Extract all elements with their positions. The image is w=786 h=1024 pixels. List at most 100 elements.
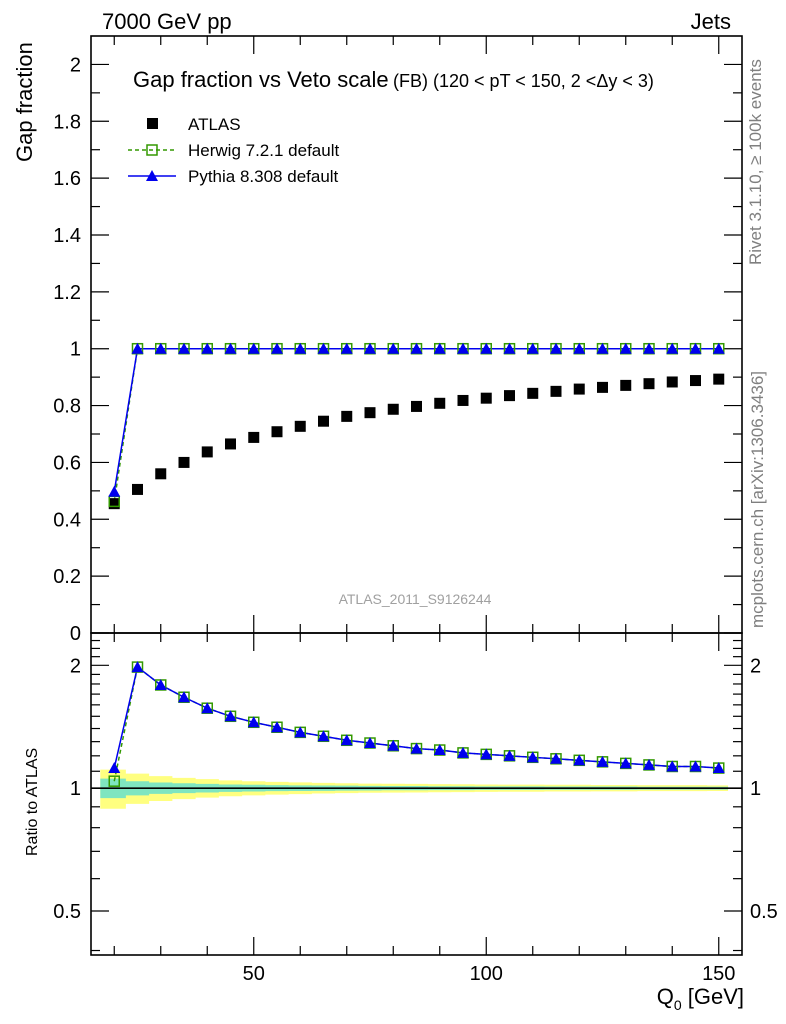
atlas-point bbox=[364, 407, 376, 419]
atlas-point bbox=[597, 381, 608, 393]
pythia-point bbox=[271, 342, 283, 354]
pythia-point bbox=[643, 342, 655, 354]
pythia-ratio-point bbox=[364, 737, 376, 749]
atlas-point bbox=[527, 387, 539, 399]
x-tick-label: 50 bbox=[243, 963, 265, 985]
legend-marker-atlas bbox=[147, 118, 158, 129]
pythia-point bbox=[457, 342, 469, 354]
pythia-ratio-point bbox=[108, 762, 121, 774]
atlas-point bbox=[201, 446, 213, 458]
pythia-point bbox=[364, 342, 376, 354]
atlas-point bbox=[108, 498, 120, 510]
pythia-point bbox=[410, 342, 423, 354]
y-tick-label: 1.8 bbox=[53, 111, 81, 133]
pythia-point bbox=[317, 342, 330, 354]
y-tick-label: 1.4 bbox=[53, 225, 81, 247]
legend-label-herwig: Herwig 7.2.1 default bbox=[188, 141, 339, 160]
pythia-point bbox=[154, 342, 167, 354]
ratio-y-tick-label-right: 1 bbox=[750, 778, 761, 800]
x-tick-label: 100 bbox=[470, 963, 503, 985]
pythia-point bbox=[247, 342, 260, 354]
pythia-ratio-point bbox=[712, 762, 725, 774]
pythia-line bbox=[113, 347, 719, 492]
y-tick-label: 1.6 bbox=[53, 168, 81, 190]
pythia-point bbox=[712, 342, 725, 354]
pythia-ratio-point bbox=[340, 734, 353, 746]
atlas-point bbox=[620, 379, 632, 391]
y-tick-label: 1 bbox=[70, 339, 81, 361]
x-tick-label: 150 bbox=[702, 963, 735, 985]
pythia-point bbox=[201, 342, 214, 354]
pythia-ratio-point bbox=[689, 760, 702, 772]
jets-label: Jets bbox=[691, 9, 731, 34]
pythia-point bbox=[433, 342, 446, 354]
atlas-point bbox=[690, 375, 701, 387]
ratio-y-axis: 0.5 0.5 1 1 2 2 bbox=[53, 639, 778, 952]
pythia-ratio-point bbox=[666, 760, 679, 772]
x-axis-title-symbol: Q bbox=[657, 984, 674, 1009]
chart-title: Gap fraction vs Veto scale (FB) (120 < p… bbox=[133, 67, 654, 92]
pythia-point bbox=[387, 342, 400, 354]
x-axis-title-subscript: 0 bbox=[674, 997, 682, 1013]
ratio-y-tick-label: 2 bbox=[70, 655, 81, 677]
pythia-point bbox=[340, 342, 353, 354]
pythia-point bbox=[224, 342, 237, 354]
pythia-ratio-point bbox=[271, 721, 283, 733]
chart-title-main: Gap fraction vs Veto scale bbox=[133, 67, 389, 92]
y-tick-label: 0.6 bbox=[53, 452, 81, 474]
pythia-point bbox=[503, 342, 516, 354]
pythia-ratio-point bbox=[178, 691, 190, 703]
pythia-ratio-point bbox=[457, 746, 469, 758]
analysis-watermark: ATLAS_2011_S9126244 bbox=[339, 591, 492, 607]
rivet-version-label: Rivet 3.1.10, ≥ 100k events bbox=[746, 59, 765, 265]
atlas-point bbox=[318, 415, 329, 427]
pythia-ratio-point bbox=[503, 749, 516, 761]
atlas-point bbox=[341, 410, 353, 422]
pythia-ratio-point bbox=[154, 678, 167, 690]
pythia-point bbox=[573, 342, 586, 354]
legend-label-atlas: ATLAS bbox=[188, 115, 241, 134]
atlas-point bbox=[573, 383, 585, 395]
atlas-point bbox=[504, 390, 515, 402]
atlas-point bbox=[155, 468, 167, 480]
pythia-ratio-point bbox=[526, 751, 539, 763]
herwig-line bbox=[113, 347, 719, 502]
atlas-point bbox=[225, 438, 236, 450]
collision-label: 7000 GeV pp bbox=[102, 9, 232, 34]
atlas-point bbox=[550, 385, 562, 397]
y-tick-label: 0 bbox=[70, 623, 81, 645]
pythia-ratio-point bbox=[573, 754, 586, 766]
ratio-y-axis-title: Ratio to ATLAS bbox=[24, 748, 41, 856]
legend-label-pythia: Pythia 8.308 default bbox=[188, 167, 339, 186]
pythia-ratio-point bbox=[224, 710, 237, 722]
atlas-point bbox=[480, 392, 492, 404]
ratio-x-axis: 50 100 150 bbox=[113, 633, 735, 985]
atlas-point bbox=[713, 373, 725, 385]
atlas-point bbox=[178, 456, 190, 468]
pythia-point bbox=[526, 342, 539, 354]
ratio-y-tick-label: 1 bbox=[70, 778, 81, 800]
atlas-point bbox=[643, 378, 655, 390]
pythia-ratio-point bbox=[131, 661, 144, 673]
pythia-ratio-point bbox=[410, 742, 423, 754]
herwig-ratio-point bbox=[108, 775, 120, 787]
pythia-ratio-point bbox=[317, 730, 330, 742]
ratio-panel-frame bbox=[90, 632, 743, 956]
y-tick-label: 0.4 bbox=[53, 509, 81, 531]
atlas-point bbox=[457, 394, 469, 406]
legend: ATLAS Herwig 7.2.1 default Pythia 8.308 … bbox=[128, 115, 339, 186]
ratio-panel: 0.5 0.5 1 1 2 2 50 100 150 Ratio to ATLAS Q0 [G… bbox=[24, 632, 778, 1013]
pythia-point bbox=[178, 342, 190, 354]
pythia-ratio-point bbox=[643, 758, 655, 770]
atlas-point bbox=[271, 426, 283, 438]
x-axis-title-unit: [GeV] bbox=[682, 984, 744, 1009]
pythia-point bbox=[619, 342, 632, 354]
atlas-point bbox=[248, 431, 260, 443]
atlas-point bbox=[387, 403, 399, 415]
pythia-ratio-point bbox=[619, 757, 632, 769]
pythia-ratio-point bbox=[550, 752, 562, 764]
pythia-point bbox=[550, 342, 562, 354]
y-tick-label: 0.8 bbox=[53, 396, 81, 418]
pythia-point bbox=[666, 342, 679, 354]
